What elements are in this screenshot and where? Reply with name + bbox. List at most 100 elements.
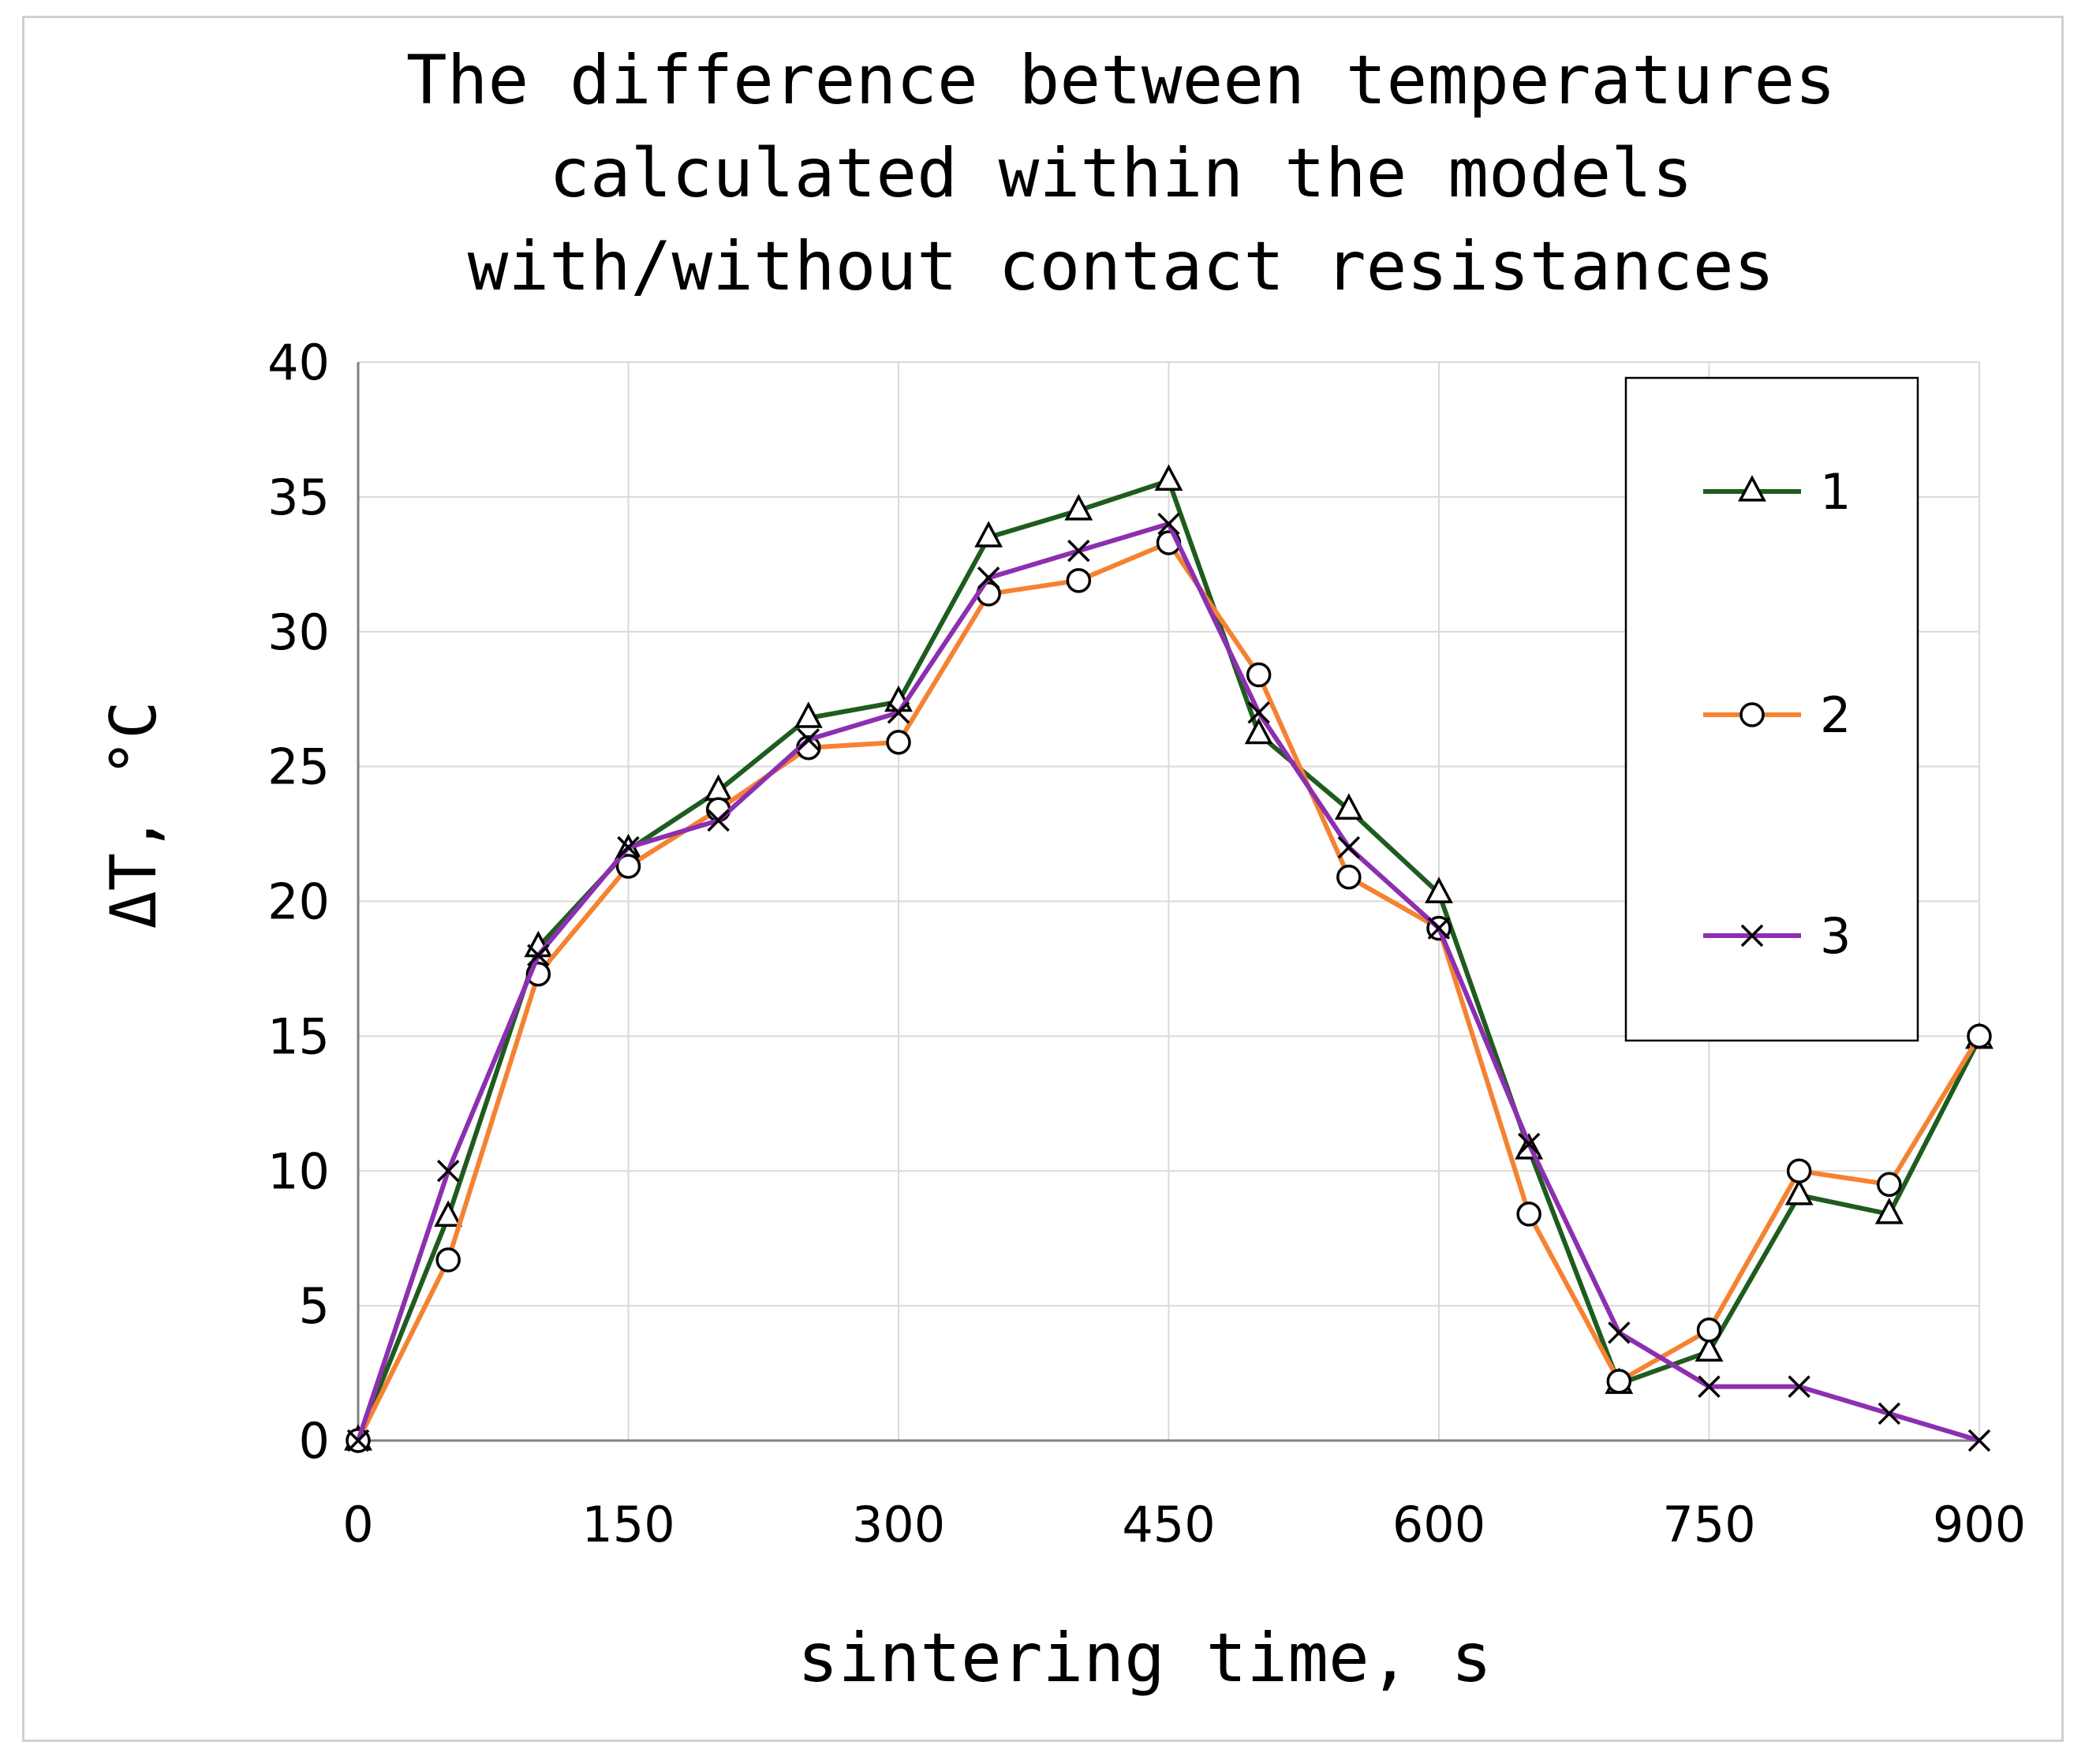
data-point-cross-stroke [887,701,910,724]
x-tick-label: 750 [1662,1496,1755,1553]
data-point-marker [1066,568,1092,593]
data-point-marker [1698,1375,1721,1398]
x-tick-label: 600 [1392,1496,1485,1553]
line-chart: The difference between temperatures calc… [97,41,2026,1698]
data-point-marker [1064,494,1093,521]
data-point-cross-stroke [346,1429,370,1452]
data-point-marker [1517,1132,1541,1156]
x-tick-label: 900 [1933,1496,2026,1553]
x-tick-label: 0 [342,1496,373,1553]
y-tick-label: 5 [299,1277,330,1335]
x-axis-label: sintering time, s [798,1619,1492,1698]
data-point-marker [1874,1198,1904,1224]
data-point-marker [1247,701,1270,724]
y-tick-label: 20 [267,873,330,931]
y-axis-label-unit: , °C [97,701,170,854]
y-tick-label: 40 [267,334,330,391]
data-point-marker [977,566,1000,589]
data-point-marker [435,1247,461,1273]
data-point-cross-stroke [1157,512,1180,536]
legend: 1 2 3 [1624,376,1919,1042]
data-point-cross-stroke [1967,1429,1991,1452]
data-point-marker [1608,1321,1631,1344]
data-point-cross-stroke [1247,701,1270,724]
data-point-marker [1877,1172,1902,1198]
data-point-cross-stroke [1788,1375,1810,1398]
chart-title-line-1: The difference between temperatures [406,41,1836,120]
chart-frame: The difference between temperatures calc… [22,16,2064,1742]
legend-entry-2: 2 [1703,686,1851,744]
data-point-marker [1740,924,1764,947]
data-point-marker [1244,717,1273,745]
data-point-marker [974,521,1003,548]
data-point-cross-stroke [1517,1132,1541,1156]
data-point-marker [527,944,550,967]
y-tick-label: 0 [299,1412,330,1470]
data-point-marker [1967,1023,1992,1049]
legend-box [1624,376,1919,1042]
tick-labels: 0 150 300 450 600 750 900 0 5 10 15 20 25 30 35 40 [267,334,2026,1553]
axes-layer [357,362,1979,1442]
data-point-marker [1967,1429,1991,1452]
data-point-marker [1739,702,1765,727]
data-point-cross-stroke [1427,917,1451,940]
x-tick-label: 300 [852,1496,945,1553]
data-point-marker [797,728,820,751]
data-point-cross-stroke [1698,1375,1721,1398]
legend-label: 2 [1820,686,1851,744]
legend-label: 1 [1820,463,1851,521]
chart-title-line-2: calculated within the models [549,134,1693,213]
y-tick-label: 35 [267,469,330,526]
series-3 [346,512,1991,1452]
data-point-marker [1154,464,1183,491]
y-tick-label: 15 [267,1007,330,1065]
data-point-marker [1786,1158,1812,1183]
y-axis-label: ΔT, °C [97,701,170,929]
y-axis-label-symbol: ΔT [97,853,170,929]
data-point-marker [1067,539,1090,562]
data-point-marker [794,701,823,728]
data-point-marker [346,1429,370,1452]
data-point-cross-stroke [1740,924,1764,947]
data-point-marker [886,730,911,755]
legend-label: 3 [1820,907,1851,965]
data-point-marker [617,835,640,859]
data-point-marker [1788,1375,1810,1398]
legend-entry-3: 3 [1703,907,1851,965]
data-point-marker [1606,1369,1632,1394]
data-point-marker [1696,1317,1722,1343]
data-point-marker [436,1160,460,1183]
data-point-marker [434,1200,463,1228]
data-point-marker [1738,475,1766,502]
data-point-cross-stroke [797,728,820,751]
data-point-cross-stroke [527,944,550,967]
data-point-marker [1246,662,1272,688]
data-point-marker [1427,917,1451,940]
data-point-cross-stroke [1878,1402,1901,1426]
x-tick-label: 450 [1122,1496,1215,1553]
data-point-marker [707,809,730,832]
data-point-marker [1334,793,1363,820]
data-point-cross-stroke [977,566,1000,589]
data-point-marker [1337,835,1361,859]
data-point-cross-stroke [707,809,730,832]
chart-title-line-3: with/without contact resistances [468,227,1775,306]
x-tick-label: 150 [581,1496,674,1553]
y-tick-label: 10 [267,1142,330,1200]
data-point-marker [615,854,641,879]
data-point-cross-stroke [436,1160,460,1183]
y-tick-label: 30 [267,604,330,661]
data-point-marker [1695,1335,1724,1362]
data-point-marker [1336,864,1362,890]
data-point-cross-stroke [617,835,640,859]
y-tick-label: 25 [267,738,330,796]
data-point-marker [887,701,910,724]
data-point-marker [1157,512,1180,536]
data-point-marker [1425,876,1453,903]
data-point-marker [704,774,733,802]
data-point-cross-stroke [1608,1321,1631,1344]
data-point-marker [1516,1202,1541,1227]
data-point-marker [1784,1179,1814,1205]
data-point-cross-stroke [1067,539,1090,562]
series-layer [344,464,1993,1453]
